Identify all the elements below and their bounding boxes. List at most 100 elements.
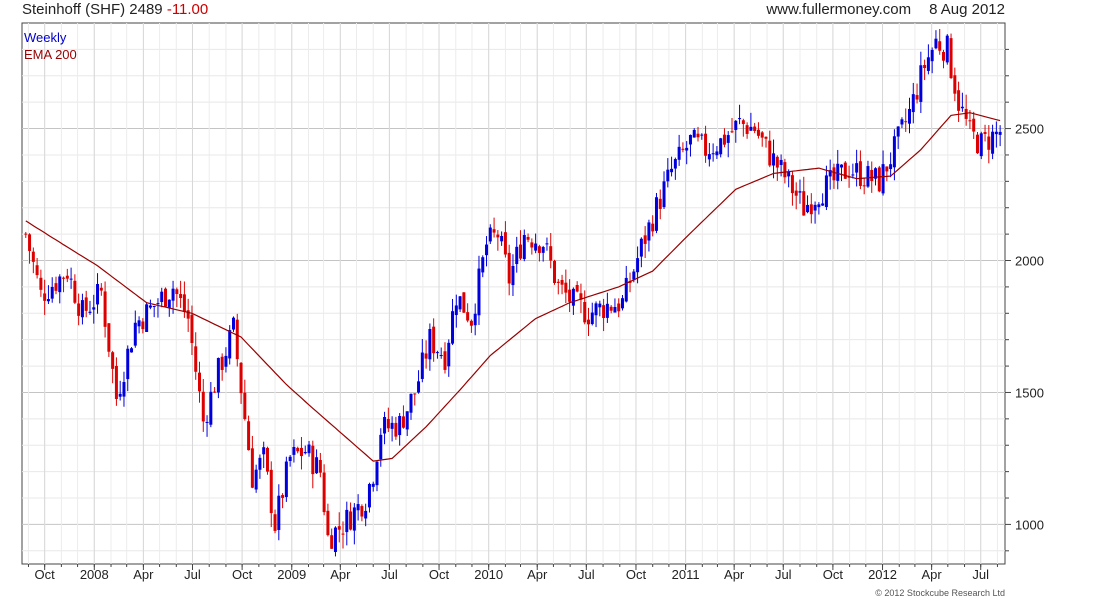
candle-body [575, 285, 579, 292]
candle-body [666, 169, 670, 182]
candle-body [62, 277, 66, 279]
candle-body [991, 131, 995, 154]
x-tick-label: Jul [184, 567, 201, 582]
candle-body [515, 246, 519, 265]
candle-body [579, 293, 583, 300]
y-tick-label: 1000 [1015, 517, 1044, 532]
candle-body [303, 451, 307, 454]
candle-body [862, 185, 866, 187]
x-tick-label: 2011 [672, 567, 700, 582]
candle-body [96, 284, 100, 305]
candle-body [413, 393, 417, 395]
candle-body [447, 342, 451, 367]
candle-body [945, 35, 949, 63]
x-tick-label: Jul [381, 567, 398, 582]
candle-body [994, 131, 998, 135]
candle-body [964, 108, 968, 119]
candle-body [228, 330, 232, 359]
candle-body [609, 306, 613, 311]
site-link[interactable]: www.fullermoney.com [766, 1, 912, 18]
candle-body [420, 352, 424, 379]
candle-body [477, 268, 481, 316]
candle-body [806, 204, 810, 213]
candle-body [537, 246, 541, 253]
candle-body [405, 411, 409, 430]
candle-body [688, 134, 692, 145]
candle-body [182, 294, 186, 312]
candle-body [216, 358, 220, 393]
x-tick-label: Apr [527, 567, 548, 582]
candle-body [545, 243, 549, 245]
candle-body [764, 136, 768, 139]
candle-body [198, 372, 202, 392]
candle-body [840, 164, 844, 168]
candle-body [35, 265, 39, 276]
candle-body [330, 535, 334, 549]
candle-body [809, 204, 813, 215]
candle-body [443, 351, 447, 370]
candle-body [239, 362, 243, 394]
candle-body [983, 132, 987, 134]
candle-body [398, 416, 402, 436]
x-tick-label: Apr [724, 567, 745, 582]
candle-body [915, 95, 919, 100]
candle-body [364, 510, 368, 519]
candle-body [817, 204, 821, 208]
candle-body [870, 169, 874, 182]
candle-body [401, 416, 405, 428]
candle-body [130, 348, 134, 353]
grid [22, 23, 1005, 564]
ema-line-group [25, 112, 1001, 462]
candle-body [224, 355, 228, 367]
candle-body [156, 303, 160, 305]
x-tick-label: Jul [775, 567, 792, 582]
candle-body [341, 533, 345, 535]
candle-body [571, 288, 575, 306]
candle-body [454, 305, 458, 316]
candle-body [564, 282, 568, 293]
candle-body [345, 509, 349, 533]
candle-body [530, 242, 534, 248]
candle-body [58, 276, 62, 293]
candle-body [598, 303, 602, 308]
candle-body [273, 514, 277, 531]
candle-body [749, 126, 753, 131]
x-axis: Oct 2008 Apr Jul Oct 2009 Apr Jul Oct 2010 Apr Jul O… [27, 564, 998, 582]
candle-body [613, 307, 617, 313]
candle-body [707, 154, 711, 160]
candle-body [292, 446, 296, 455]
candle-body [492, 229, 496, 233]
chart-date: 8 Aug 2012 [929, 1, 1005, 18]
candle-body [968, 120, 972, 122]
candle-body [798, 191, 802, 193]
candle-body [605, 303, 609, 318]
candle-body [24, 233, 28, 235]
candle-body [213, 391, 217, 393]
candle-body [507, 252, 511, 284]
candle-body [356, 504, 360, 511]
candle-body [824, 175, 828, 208]
candle-body [99, 287, 103, 291]
candle-body [722, 134, 726, 145]
candle-body [171, 288, 175, 301]
candle-body [654, 197, 658, 231]
candle-body [594, 303, 598, 316]
candle-body [141, 321, 145, 330]
candle-body [469, 320, 473, 326]
candle-body [885, 166, 889, 172]
candle-body [428, 329, 432, 360]
candle-body [69, 278, 73, 280]
candle-body [998, 131, 1002, 135]
candle-body [435, 352, 439, 354]
candle-body [632, 271, 636, 280]
candle-body [50, 286, 54, 299]
candle-body [858, 161, 862, 186]
candle-body [254, 469, 258, 490]
candle-body [432, 326, 436, 354]
candle-body [145, 304, 149, 332]
candle-body [511, 265, 515, 286]
candle-body [741, 120, 745, 124]
price-change: -11.00 [166, 1, 209, 18]
candle-body [485, 244, 489, 256]
candle-body [745, 125, 749, 134]
